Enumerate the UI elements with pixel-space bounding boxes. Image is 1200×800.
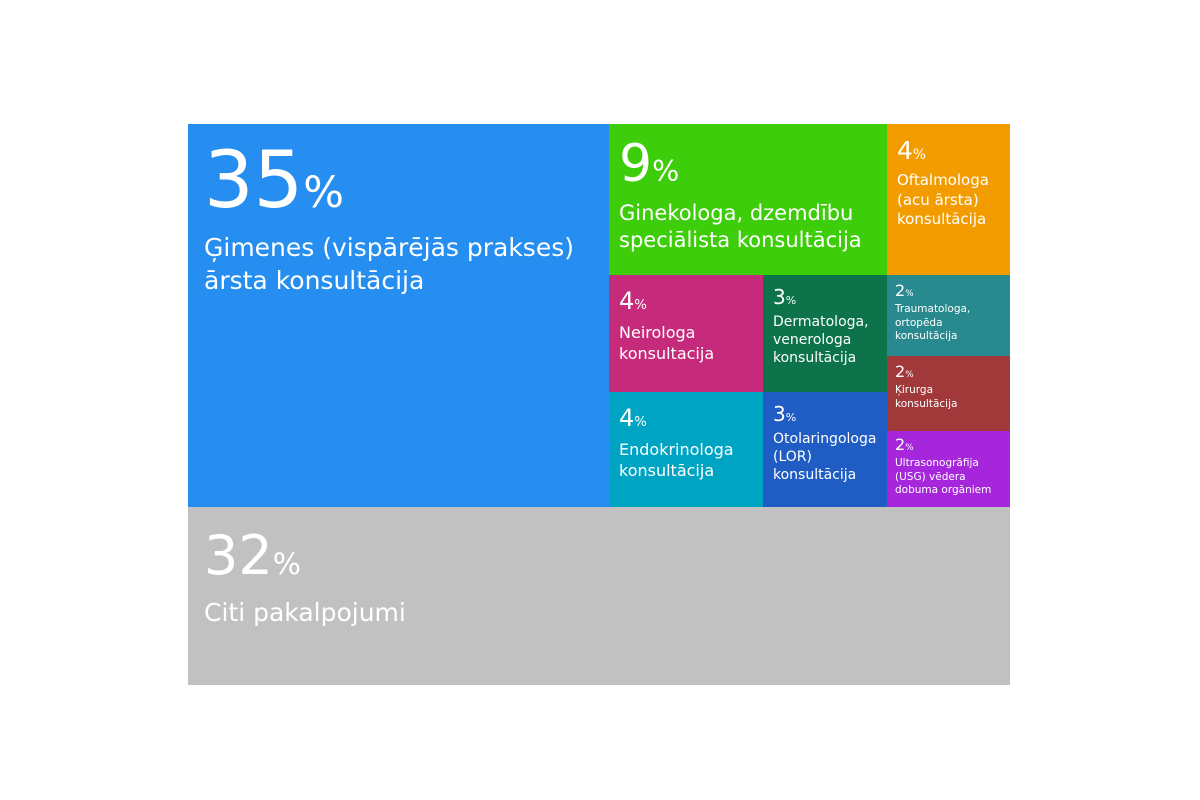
tile-category-label: Oftalmologa (acu ārsta) konsultācija bbox=[897, 171, 989, 228]
tile-value-label: 2% bbox=[895, 281, 914, 300]
treemap-tile: 2% Traumatologa, ortopēda konsultācija bbox=[887, 275, 1010, 356]
tile-value-label: 2% bbox=[895, 362, 914, 381]
tile-category-label: Ģimenes (vispārējās prakses) ārsta konsu… bbox=[204, 233, 574, 295]
tile-category-label: Ķirurga konsultācija bbox=[895, 384, 958, 410]
treemap-tile: 2% Ķirurga konsultācija bbox=[887, 356, 1010, 431]
tile-category-label: Endokrinologa konsultācija bbox=[619, 440, 734, 480]
treemap-tile: 4% Oftalmologa (acu ārsta) konsultācija bbox=[887, 124, 1010, 275]
treemap-tile: 3% Otolaringologa (LOR) konsultācija bbox=[763, 392, 887, 507]
tile-value-label: 3% bbox=[773, 285, 797, 309]
treemap-tile: 9% Ginekologa, dzemdību speciālista konsu… bbox=[609, 124, 887, 275]
tile-value-label: 3% bbox=[773, 402, 797, 426]
tile-category-label: Dermatologa, venerologa konsultācija bbox=[773, 314, 869, 367]
tile-category-label: Citi pakalpojumi bbox=[204, 598, 406, 627]
treemap-tile: 4% Endokrinologa konsultācija bbox=[609, 392, 763, 507]
tile-category-label: Neirologa konsultacija bbox=[619, 323, 715, 363]
tile-value-label: 9% bbox=[619, 134, 680, 194]
treemap-tile: 2% Ultrasonogrāfija (USG) vēdera dobuma o… bbox=[887, 431, 1010, 507]
tile-value-label: 4% bbox=[897, 136, 926, 165]
tile-category-label: Ultrasonogrāfija (USG) vēdera dobuma org… bbox=[895, 457, 992, 497]
treemap-tile: 4% Neirologa konsultacija bbox=[609, 275, 763, 392]
tile-value-label: 4% bbox=[619, 404, 647, 432]
treemap-tile: 35% Ģimenes (vispārējās prakses) ārsta ko… bbox=[188, 124, 609, 507]
tile-value-label: 4% bbox=[619, 287, 647, 315]
tile-value-label: 2% bbox=[895, 435, 914, 454]
treemap-tile: 3% Dermatologa, venerologa konsultācija bbox=[763, 275, 887, 392]
treemap-tile: 32% Citi pakalpojumi bbox=[188, 507, 1010, 685]
tile-category-label: Ginekologa, dzemdību speciālista konsult… bbox=[619, 201, 862, 253]
tile-value-label: 32% bbox=[204, 524, 301, 587]
tile-value-label: 35% bbox=[204, 136, 345, 226]
tile-category-label: Traumatologa, ortopēda konsultācija bbox=[895, 303, 971, 343]
tile-category-label: Otolaringologa (LOR) konsultācija bbox=[773, 431, 877, 484]
